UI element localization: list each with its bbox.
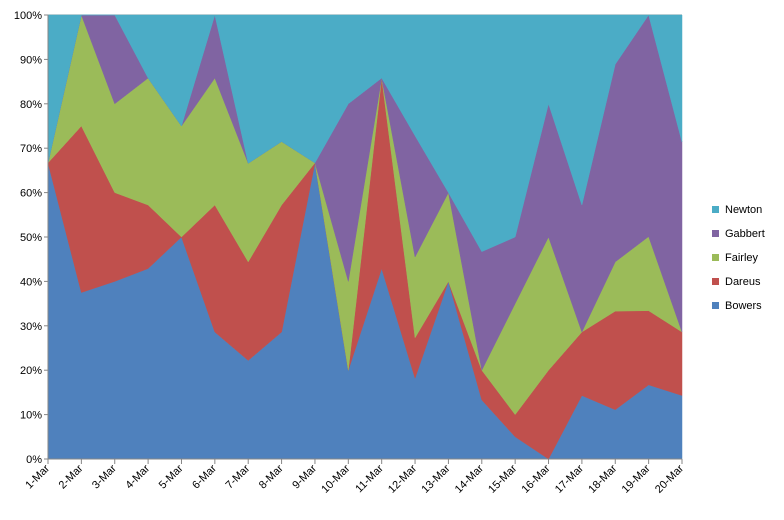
series-areas <box>47 14 683 460</box>
x-tick-label: 5-Mar <box>157 462 186 491</box>
x-tick-label: 20-Mar <box>653 462 686 495</box>
legend-label-dareus: Dareus <box>725 276 761 288</box>
y-tick-label: 90% <box>20 54 42 66</box>
legend-label-gabbert: Gabbert <box>725 228 765 240</box>
x-tick-label: 12-Mar <box>386 462 419 495</box>
y-tick-label: 100% <box>14 10 42 22</box>
x-tick-label: 6-Mar <box>190 462 219 491</box>
legend-swatch-dareus <box>712 278 719 285</box>
x-tick-label: 2-Mar <box>57 462 86 491</box>
x-tick-label: 14-Mar <box>453 462 486 495</box>
x-tick-label: 8-Mar <box>257 462 286 491</box>
legend-label-bowers: Bowers <box>725 300 762 312</box>
y-tick-label: 60% <box>20 188 42 200</box>
area-newton <box>47 14 683 252</box>
x-tick-label: 10-Mar <box>319 462 352 495</box>
x-tick-label: 11-Mar <box>353 462 386 495</box>
y-tick-label: 0% <box>26 454 42 466</box>
x-tick-label: 4-Mar <box>123 462 152 491</box>
legend-swatch-gabbert <box>712 230 719 237</box>
y-tick-label: 40% <box>20 276 42 288</box>
x-tick-label: 17-Mar <box>553 462 586 495</box>
x-tick-label: 13-Mar <box>419 462 452 495</box>
y-tick-label: 80% <box>20 99 42 111</box>
x-tick-label: 9-Mar <box>290 462 319 491</box>
x-tick-label: 16-Mar <box>520 462 553 495</box>
y-tick-labels: 0% 10% 20% 30% 40% 50% 60% 70% 80% 90% 100% <box>14 10 42 466</box>
y-tick-label: 20% <box>20 365 42 377</box>
y-tick-label: 70% <box>20 143 42 155</box>
y-tick-label: 30% <box>20 321 42 333</box>
legend: Newton Gabbert Fairley Dareus Bowers <box>712 204 765 312</box>
x-tick-labels: 1-Mar 2-Mar 3-Mar 4-Mar 5-Mar 6-Mar 7-Mar 8-Mar… <box>23 462 686 495</box>
x-tick-label: 1-Mar <box>23 462 52 491</box>
legend-swatch-fairley <box>712 254 719 261</box>
x-tick-label: 3-Mar <box>90 462 119 491</box>
x-tick-label: 15-Mar <box>486 462 519 495</box>
y-tick-label: 10% <box>20 410 42 422</box>
x-tick-label: 7-Mar <box>224 462 253 491</box>
legend-label-fairley: Fairley <box>725 252 759 264</box>
x-tick-label: 18-Mar <box>586 462 619 495</box>
axes <box>44 14 683 464</box>
x-tick-label: 19-Mar <box>620 462 653 495</box>
legend-swatch-bowers <box>712 302 719 309</box>
y-tick-label: 50% <box>20 232 42 244</box>
legend-swatch-newton <box>712 206 719 213</box>
legend-label-newton: Newton <box>725 204 762 216</box>
